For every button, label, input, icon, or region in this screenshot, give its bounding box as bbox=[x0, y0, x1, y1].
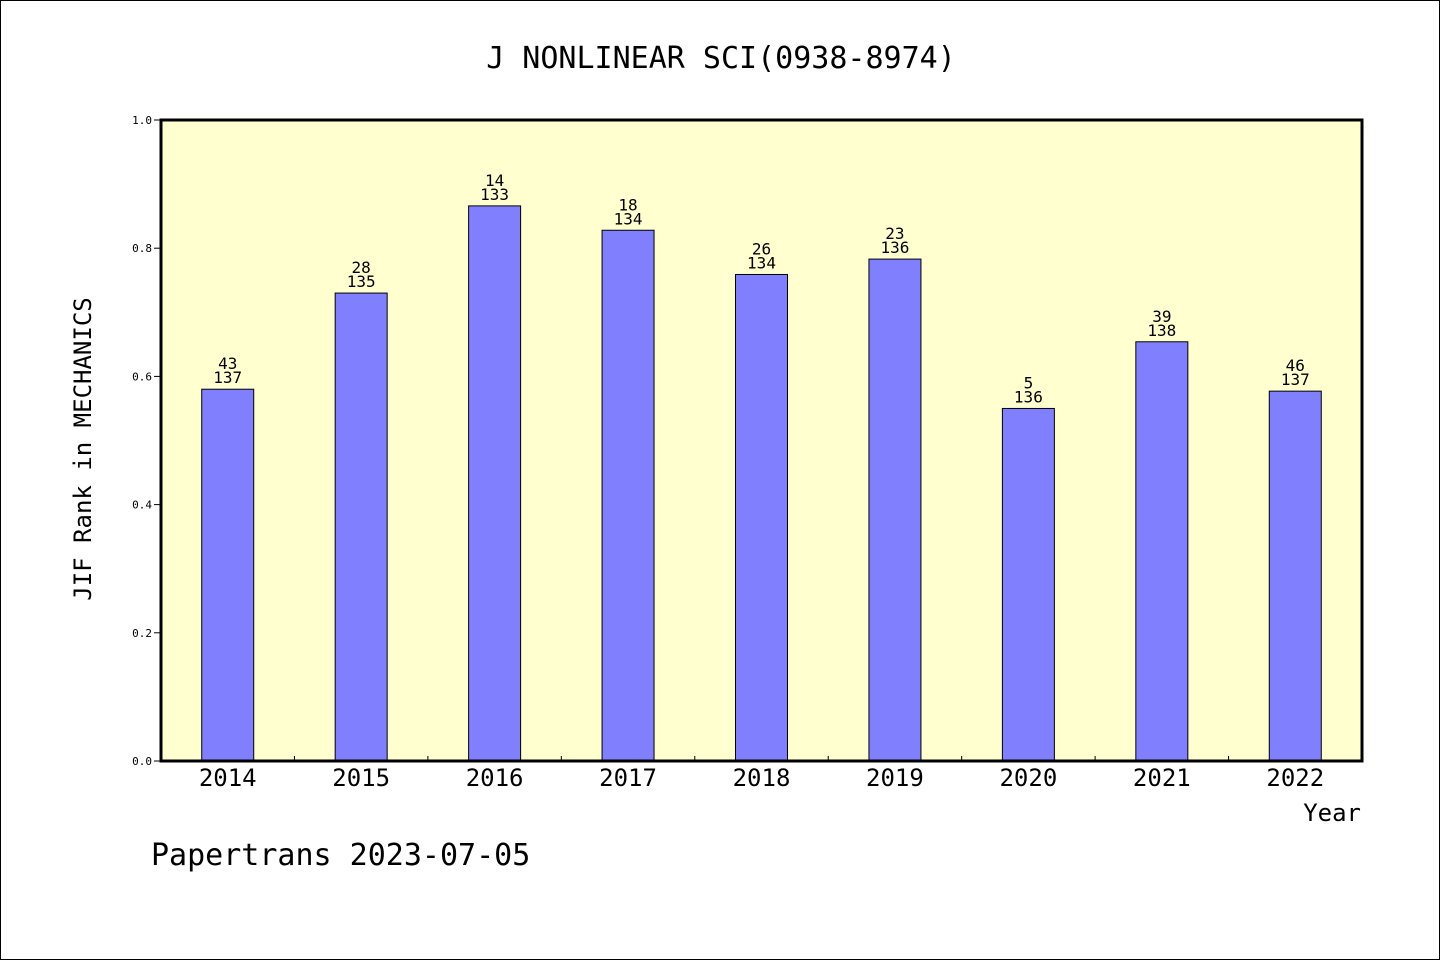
bar bbox=[1135, 341, 1189, 762]
bar-rank-label: 46 bbox=[1286, 356, 1305, 375]
bar bbox=[601, 229, 655, 762]
x-tick-label: 2017 bbox=[599, 764, 657, 792]
x-tick-label: 2022 bbox=[1266, 764, 1324, 792]
bar-rank-label: 18 bbox=[618, 195, 637, 214]
bar bbox=[1001, 407, 1055, 762]
bar-rank-label: 14 bbox=[485, 171, 504, 190]
plot-area: 0.00.20.40.60.81.04313720142813520151413… bbox=[132, 114, 1364, 792]
bar-total-label: 137 bbox=[213, 368, 242, 387]
x-tick-label: 2014 bbox=[199, 764, 257, 792]
bar-rank-label: 5 bbox=[1024, 373, 1034, 392]
bar bbox=[201, 388, 255, 762]
bar bbox=[334, 292, 388, 762]
bar-total-label: 133 bbox=[480, 185, 509, 204]
x-tick-label: 2020 bbox=[999, 764, 1057, 792]
chart-title: J NONLINEAR SCI(0938-8974) bbox=[486, 41, 956, 76]
bar-rank-label: 28 bbox=[352, 258, 371, 277]
bar-rank-label: 23 bbox=[885, 224, 904, 243]
bar-rank-label: 26 bbox=[752, 239, 771, 258]
bar-total-label: 136 bbox=[880, 238, 909, 257]
y-tick-label: 0.6 bbox=[132, 370, 152, 383]
bar-rank-label: 43 bbox=[218, 354, 237, 373]
bar bbox=[735, 273, 788, 762]
y-tick-label: 0.4 bbox=[132, 499, 152, 512]
bar-total-label: 138 bbox=[1147, 321, 1176, 340]
bar bbox=[468, 205, 522, 762]
bar-total-label: 136 bbox=[1014, 387, 1043, 406]
y-axis-label: JIF Rank in MECHANICS bbox=[69, 297, 97, 600]
bar-total-label: 137 bbox=[1281, 370, 1310, 389]
plot-border bbox=[159, 118, 1364, 763]
bar-total-label: 134 bbox=[747, 253, 776, 272]
y-tick-label: 0.2 bbox=[132, 627, 152, 640]
bar-total-label: 134 bbox=[614, 209, 643, 228]
bar bbox=[868, 258, 922, 762]
x-tick-label: 2016 bbox=[466, 764, 524, 792]
x-tick-label: 2015 bbox=[332, 764, 390, 792]
bar-total-label: 135 bbox=[347, 272, 376, 291]
y-tick-label: 1.0 bbox=[132, 114, 152, 127]
y-tick-label: 0.0 bbox=[132, 755, 152, 768]
bar-rank-label: 39 bbox=[1152, 307, 1171, 326]
footer-source-date: Papertrans 2023-07-05 bbox=[151, 838, 530, 873]
bar bbox=[1268, 390, 1322, 762]
x-axis-label: Year bbox=[1303, 799, 1361, 827]
x-tick-label: 2018 bbox=[733, 764, 791, 792]
x-tick-label: 2021 bbox=[1133, 764, 1191, 792]
y-tick-label: 0.8 bbox=[132, 242, 152, 255]
x-tick-label: 2019 bbox=[866, 764, 924, 792]
